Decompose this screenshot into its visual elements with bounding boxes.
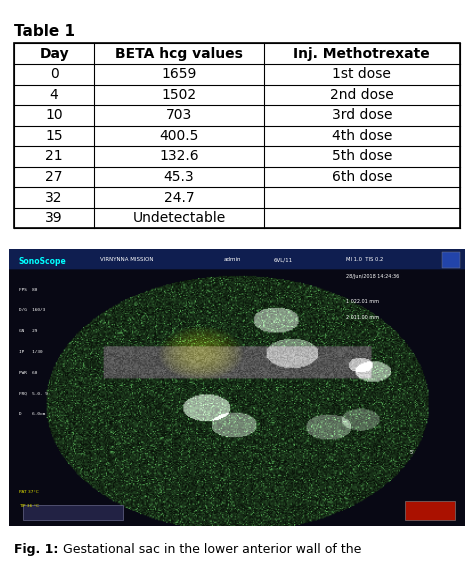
Bar — [442, 252, 460, 268]
Text: Gestational sac in the lower anterior wall of the: Gestational sac in the lower anterior wa… — [55, 543, 361, 556]
Text: 32: 32 — [46, 191, 63, 204]
Text: 6VL/11: 6VL/11 — [273, 257, 292, 262]
Text: Day: Day — [39, 47, 69, 60]
Text: 2nd dose: 2nd dose — [330, 88, 394, 102]
Text: 400.5: 400.5 — [159, 129, 199, 143]
Text: FRQ  5.0- 9: FRQ 5.0- 9 — [18, 392, 47, 396]
Text: admin: admin — [223, 257, 241, 262]
Text: PWR  60: PWR 60 — [18, 371, 37, 375]
Text: D/G  160/3: D/G 160/3 — [18, 308, 45, 312]
Text: Inj. Methotrexate: Inj. Methotrexate — [293, 47, 430, 60]
Text: 15: 15 — [46, 129, 63, 143]
Text: 132.6: 132.6 — [159, 150, 199, 164]
Text: Undetectable: Undetectable — [132, 211, 226, 225]
Text: PAT 37°C: PAT 37°C — [18, 490, 38, 494]
Text: D    6.0cm: D 6.0cm — [18, 412, 45, 416]
Text: 21: 21 — [46, 150, 63, 164]
Bar — [23, 505, 123, 520]
Text: 1502: 1502 — [162, 88, 197, 102]
Text: 39: 39 — [46, 211, 63, 225]
Text: FPS  80: FPS 80 — [18, 287, 37, 291]
Text: 3rd dose: 3rd dose — [332, 108, 392, 122]
Text: SonoScope: SonoScope — [18, 257, 66, 266]
Text: 2 011.00 mm: 2 011.00 mm — [346, 315, 379, 320]
Text: VIRNYNNA MISSION: VIRNYNNA MISSION — [100, 257, 154, 262]
Text: 27: 27 — [46, 170, 63, 184]
Text: 0: 0 — [50, 67, 59, 81]
Text: 4th dose: 4th dose — [332, 129, 392, 143]
Text: 1st dose: 1st dose — [332, 67, 392, 81]
Text: 28/Jun/2018 14:24:36: 28/Jun/2018 14:24:36 — [346, 274, 400, 279]
Text: 703: 703 — [166, 108, 192, 122]
Text: 1 022.01 mm: 1 022.01 mm — [346, 299, 379, 304]
Text: 5th dose: 5th dose — [332, 150, 392, 164]
Text: 45.3: 45.3 — [164, 170, 194, 184]
Text: MI 1.0  TIS 0.2: MI 1.0 TIS 0.2 — [346, 257, 383, 262]
Text: Table 1: Table 1 — [14, 24, 75, 39]
Text: TIP 36 °C: TIP 36 °C — [18, 504, 38, 507]
Text: 6th dose: 6th dose — [332, 170, 392, 184]
Bar — [405, 501, 456, 520]
Text: GN   29: GN 29 — [18, 329, 37, 333]
Text: Fig. 1:: Fig. 1: — [14, 543, 58, 556]
Text: 4: 4 — [50, 88, 59, 102]
Text: 24.7: 24.7 — [164, 191, 194, 204]
Text: 10: 10 — [46, 108, 63, 122]
Text: IP   1/30: IP 1/30 — [18, 350, 42, 354]
Text: 5″: 5″ — [410, 450, 415, 455]
Text: 1659: 1659 — [161, 67, 197, 81]
Text: BETA hcg values: BETA hcg values — [115, 47, 243, 60]
Bar — [14, 43, 460, 229]
